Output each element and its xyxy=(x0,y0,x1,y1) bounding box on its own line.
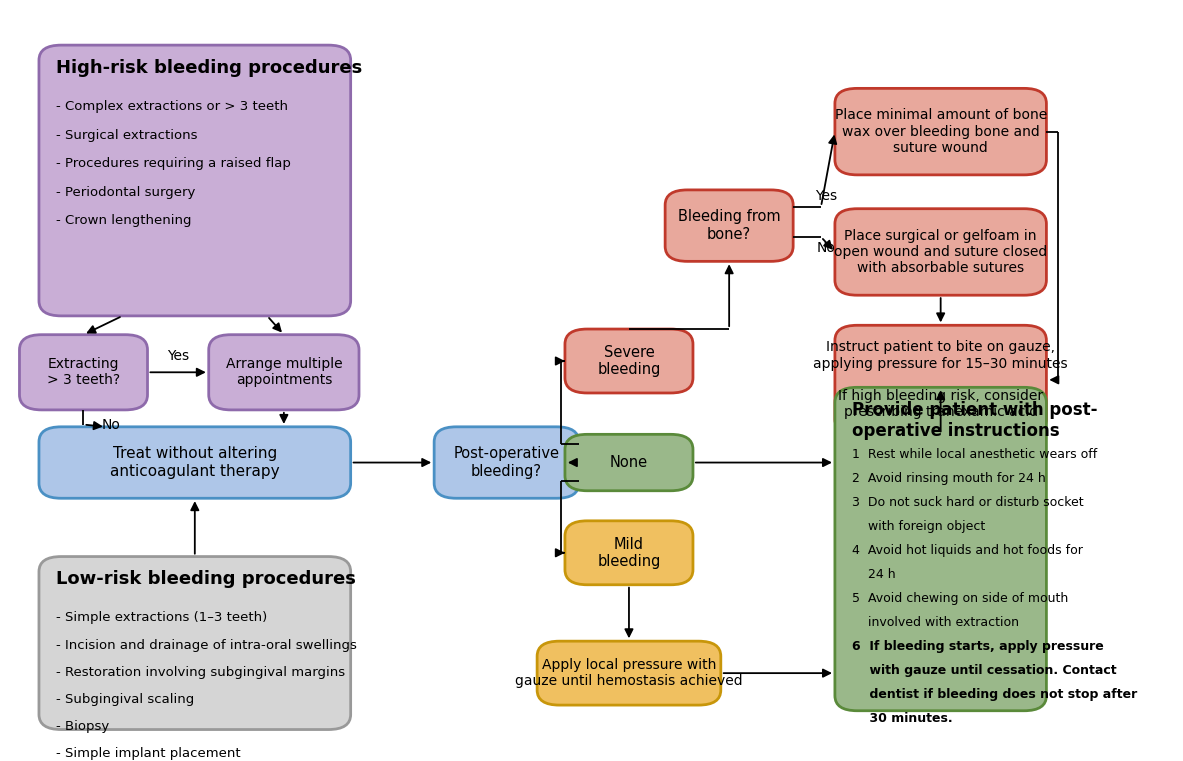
Text: - Procedures requiring a raised flap: - Procedures requiring a raised flap xyxy=(56,158,291,170)
FancyBboxPatch shape xyxy=(537,642,720,705)
Text: Place minimal amount of bone
wax over bleeding bone and
suture wound: Place minimal amount of bone wax over bl… xyxy=(834,108,1047,154)
Text: Apply local pressure with
gauze until hemostasis achieved: Apply local pressure with gauze until he… xyxy=(515,658,743,688)
Text: - Simple extractions (1–3 teeth): - Simple extractions (1–3 teeth) xyxy=(56,611,267,625)
Text: 3  Do not suck hard or disturb socket: 3 Do not suck hard or disturb socket xyxy=(852,495,1084,508)
Text: - Subgingival scaling: - Subgingival scaling xyxy=(56,693,194,705)
Text: - Surgical extractions: - Surgical extractions xyxy=(56,129,198,142)
Text: 1  Rest while local anesthetic wears off: 1 Rest while local anesthetic wears off xyxy=(852,447,1097,460)
Text: - Periodontal surgery: - Periodontal surgery xyxy=(56,186,195,199)
FancyBboxPatch shape xyxy=(565,521,693,584)
Text: High-risk bleeding procedures: High-risk bleeding procedures xyxy=(56,59,362,77)
Text: Provide patient with post-
operative instructions: Provide patient with post- operative ins… xyxy=(852,401,1097,440)
Text: Yes: Yes xyxy=(167,349,189,363)
Text: 5  Avoid chewing on side of mouth: 5 Avoid chewing on side of mouth xyxy=(852,592,1068,605)
Text: Extracting
> 3 teeth?: Extracting > 3 teeth? xyxy=(47,357,119,387)
FancyBboxPatch shape xyxy=(19,335,148,410)
Text: - Crown lengthening: - Crown lengthening xyxy=(56,215,192,228)
Text: No: No xyxy=(102,418,121,432)
Text: - Simple implant placement: - Simple implant placement xyxy=(56,747,240,759)
Text: Severe
bleeding: Severe bleeding xyxy=(597,345,660,377)
Text: Low-risk bleeding procedures: Low-risk bleeding procedures xyxy=(56,570,356,588)
Text: - Biopsy: - Biopsy xyxy=(56,720,109,733)
Text: 4  Avoid hot liquids and hot foods for: 4 Avoid hot liquids and hot foods for xyxy=(852,544,1082,557)
Text: Place surgical or gelfoam in
open wound and suture closed
with absorbable suture: Place surgical or gelfoam in open wound … xyxy=(834,229,1047,275)
Text: Bleeding from
bone?: Bleeding from bone? xyxy=(678,209,781,242)
Text: Post-operative
bleeding?: Post-operative bleeding? xyxy=(453,447,560,479)
Text: Arrange multiple
appointments: Arrange multiple appointments xyxy=(226,357,342,387)
Text: 24 h: 24 h xyxy=(852,568,896,581)
FancyBboxPatch shape xyxy=(39,556,350,730)
Text: - Incision and drainage of intra-oral swellings: - Incision and drainage of intra-oral sw… xyxy=(56,638,356,651)
FancyBboxPatch shape xyxy=(835,387,1047,711)
Text: 30 minutes.: 30 minutes. xyxy=(852,712,952,725)
FancyBboxPatch shape xyxy=(208,335,358,410)
FancyBboxPatch shape xyxy=(39,45,350,316)
FancyBboxPatch shape xyxy=(434,427,578,498)
Text: 2  Avoid rinsing mouth for 24 h: 2 Avoid rinsing mouth for 24 h xyxy=(852,472,1046,485)
Text: Yes: Yes xyxy=(815,189,838,202)
FancyBboxPatch shape xyxy=(665,190,793,261)
Text: Instruct patient to bite on gauze,
applying pressure for 15–30 minutes

If high : Instruct patient to bite on gauze, apply… xyxy=(814,340,1068,419)
Text: with gauze until cessation. Contact: with gauze until cessation. Contact xyxy=(852,664,1117,677)
FancyBboxPatch shape xyxy=(565,435,693,491)
Text: dentist if bleeding does not stop after: dentist if bleeding does not stop after xyxy=(852,688,1137,701)
FancyBboxPatch shape xyxy=(565,329,693,393)
Text: involved with extraction: involved with extraction xyxy=(852,616,1019,629)
FancyBboxPatch shape xyxy=(835,88,1047,175)
FancyBboxPatch shape xyxy=(835,209,1047,295)
Text: Mild
bleeding: Mild bleeding xyxy=(597,537,660,569)
Text: with foreign object: with foreign object xyxy=(852,520,985,533)
Text: 6  If bleeding starts, apply pressure: 6 If bleeding starts, apply pressure xyxy=(852,640,1104,653)
Text: - Complex extractions or > 3 teeth: - Complex extractions or > 3 teeth xyxy=(56,100,287,113)
FancyBboxPatch shape xyxy=(39,427,350,498)
Text: Treat without altering
anticoagulant therapy: Treat without altering anticoagulant the… xyxy=(110,447,279,479)
Text: - Restoration involving subgingival margins: - Restoration involving subgingival marg… xyxy=(56,666,344,679)
Text: No: No xyxy=(817,241,836,255)
Text: None: None xyxy=(610,455,648,470)
FancyBboxPatch shape xyxy=(835,325,1047,435)
